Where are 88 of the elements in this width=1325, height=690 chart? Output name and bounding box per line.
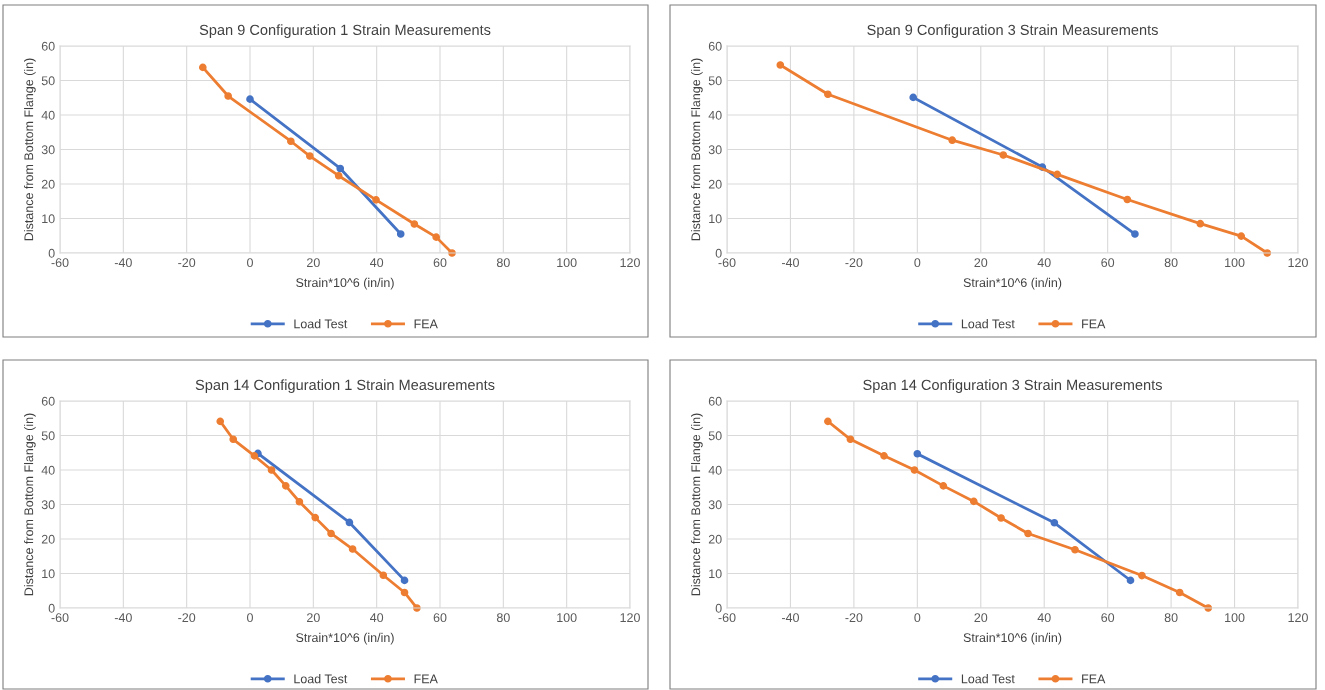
y-tick-label: 10 (709, 569, 722, 579)
y-tick-label: 50 (41, 431, 55, 441)
x-axis-title: Strain*10^6 (in/in) (296, 632, 394, 645)
y-tick-label: 10 (42, 214, 55, 224)
x-tick-label: 60 (433, 258, 447, 268)
x-tick-label: -40 (781, 613, 799, 623)
x-tick-label: -40 (114, 258, 132, 268)
x-tick-label: 40 (1037, 613, 1051, 623)
legend-label: FEA (1082, 319, 1106, 329)
x-tick-label: -40 (114, 613, 132, 623)
y-tick-label: 60 (708, 396, 722, 406)
chart-title: Span 14 Configuration 1 Strain Measurements (195, 379, 495, 393)
legend-label: FEA (1082, 674, 1106, 684)
y-tick-label: 30 (41, 145, 55, 155)
x-tick-label: 80 (1164, 613, 1178, 623)
y-tick-label: 40 (708, 110, 722, 120)
chart-title: Span 9 Configuration 3 Strain Measurements (867, 24, 1158, 38)
x-tick-label: 100 (557, 258, 577, 268)
legend-label: Load Test (294, 319, 348, 329)
y-tick-label: 20 (41, 179, 55, 189)
y-axis-title: Distance from Bottom Flange (in) (24, 58, 36, 241)
y-tick-label: 30 (708, 145, 722, 155)
x-tick-label: 20 (974, 613, 988, 623)
y-tick-label: 50 (41, 76, 55, 86)
x-tick-label: -20 (845, 613, 863, 623)
x-axis-title: Strain*10^6 (in/in) (963, 632, 1062, 645)
x-tick-label: -60 (51, 613, 69, 623)
legend-label: FEA (414, 674, 438, 684)
y-tick-label: 50 (708, 431, 722, 441)
x-tick-label: 20 (974, 258, 988, 268)
x-tick-label: 120 (620, 613, 640, 623)
y-tick-label: 60 (708, 41, 722, 51)
x-tick-label: -20 (845, 258, 863, 268)
x-tick-label: 40 (370, 613, 384, 623)
x-tick-label: -60 (718, 613, 736, 623)
y-tick-label: 30 (708, 500, 722, 510)
x-tick-label: 60 (433, 613, 447, 623)
x-tick-label: 120 (620, 258, 640, 268)
x-tick-label: 80 (496, 258, 510, 268)
x-tick-label: 80 (496, 613, 510, 623)
x-tick-label: -20 (178, 258, 196, 268)
y-axis-title: Distance from Bottom Flange (in) (691, 413, 703, 596)
chart-title: Span 14 Configuration 3 Strain Measurements (863, 379, 1162, 393)
x-tick-label: 0 (247, 258, 253, 268)
chart-title: Span 9 Configuration 1 Strain Measurements (199, 24, 491, 38)
y-tick-label: 20 (41, 534, 55, 544)
legend-label: Load Test (961, 674, 1015, 684)
x-tick-label: 120 (1288, 258, 1308, 268)
y-tick-label: 60 (41, 396, 55, 406)
x-tick-label: -20 (178, 613, 196, 623)
x-tick-label: 80 (1164, 258, 1178, 268)
y-tick-label: 0 (48, 248, 55, 258)
x-tick-label: 40 (1037, 258, 1051, 268)
x-tick-label: 100 (1225, 613, 1245, 623)
legend-label: Load Test (294, 674, 348, 684)
x-tick-label: 100 (1225, 258, 1245, 268)
y-tick-label: 20 (708, 534, 722, 544)
y-tick-label: 50 (708, 76, 722, 86)
x-tick-label: -60 (51, 258, 69, 268)
x-axis-title: Strain*10^6 (in/in) (296, 277, 394, 290)
x-tick-label: 120 (1288, 613, 1308, 623)
y-tick-label: 20 (708, 179, 722, 189)
x-tick-label: 100 (557, 613, 577, 623)
x-tick-label: 60 (1101, 613, 1115, 623)
y-tick-label: 60 (41, 41, 55, 51)
x-tick-label: 40 (370, 258, 384, 268)
y-tick-label: 10 (42, 569, 55, 579)
y-tick-label: 0 (715, 248, 722, 258)
y-tick-label: 30 (41, 500, 55, 510)
x-tick-label: 20 (307, 258, 320, 268)
legend-label: FEA (414, 319, 438, 329)
y-axis-title: Distance from Bottom Flange (in) (24, 413, 36, 596)
y-tick-label: 40 (41, 465, 55, 475)
x-axis-title: Strain*10^6 (in/in) (963, 277, 1062, 290)
y-tick-label: 40 (708, 465, 722, 475)
x-tick-label: -40 (781, 258, 799, 268)
y-tick-label: 0 (715, 603, 722, 613)
x-tick-label: 0 (914, 613, 921, 623)
x-tick-label: 0 (914, 258, 921, 268)
y-tick-label: 40 (41, 110, 55, 120)
y-tick-label: 10 (709, 214, 722, 224)
legend-label: Load Test (961, 319, 1015, 329)
y-axis-title: Distance from Bottom Flange (in) (691, 58, 703, 241)
x-tick-label: -60 (718, 258, 736, 268)
x-tick-label: 60 (1101, 258, 1115, 268)
x-tick-label: 20 (307, 613, 320, 623)
y-tick-label: 0 (48, 603, 55, 613)
x-tick-label: 0 (247, 613, 253, 623)
